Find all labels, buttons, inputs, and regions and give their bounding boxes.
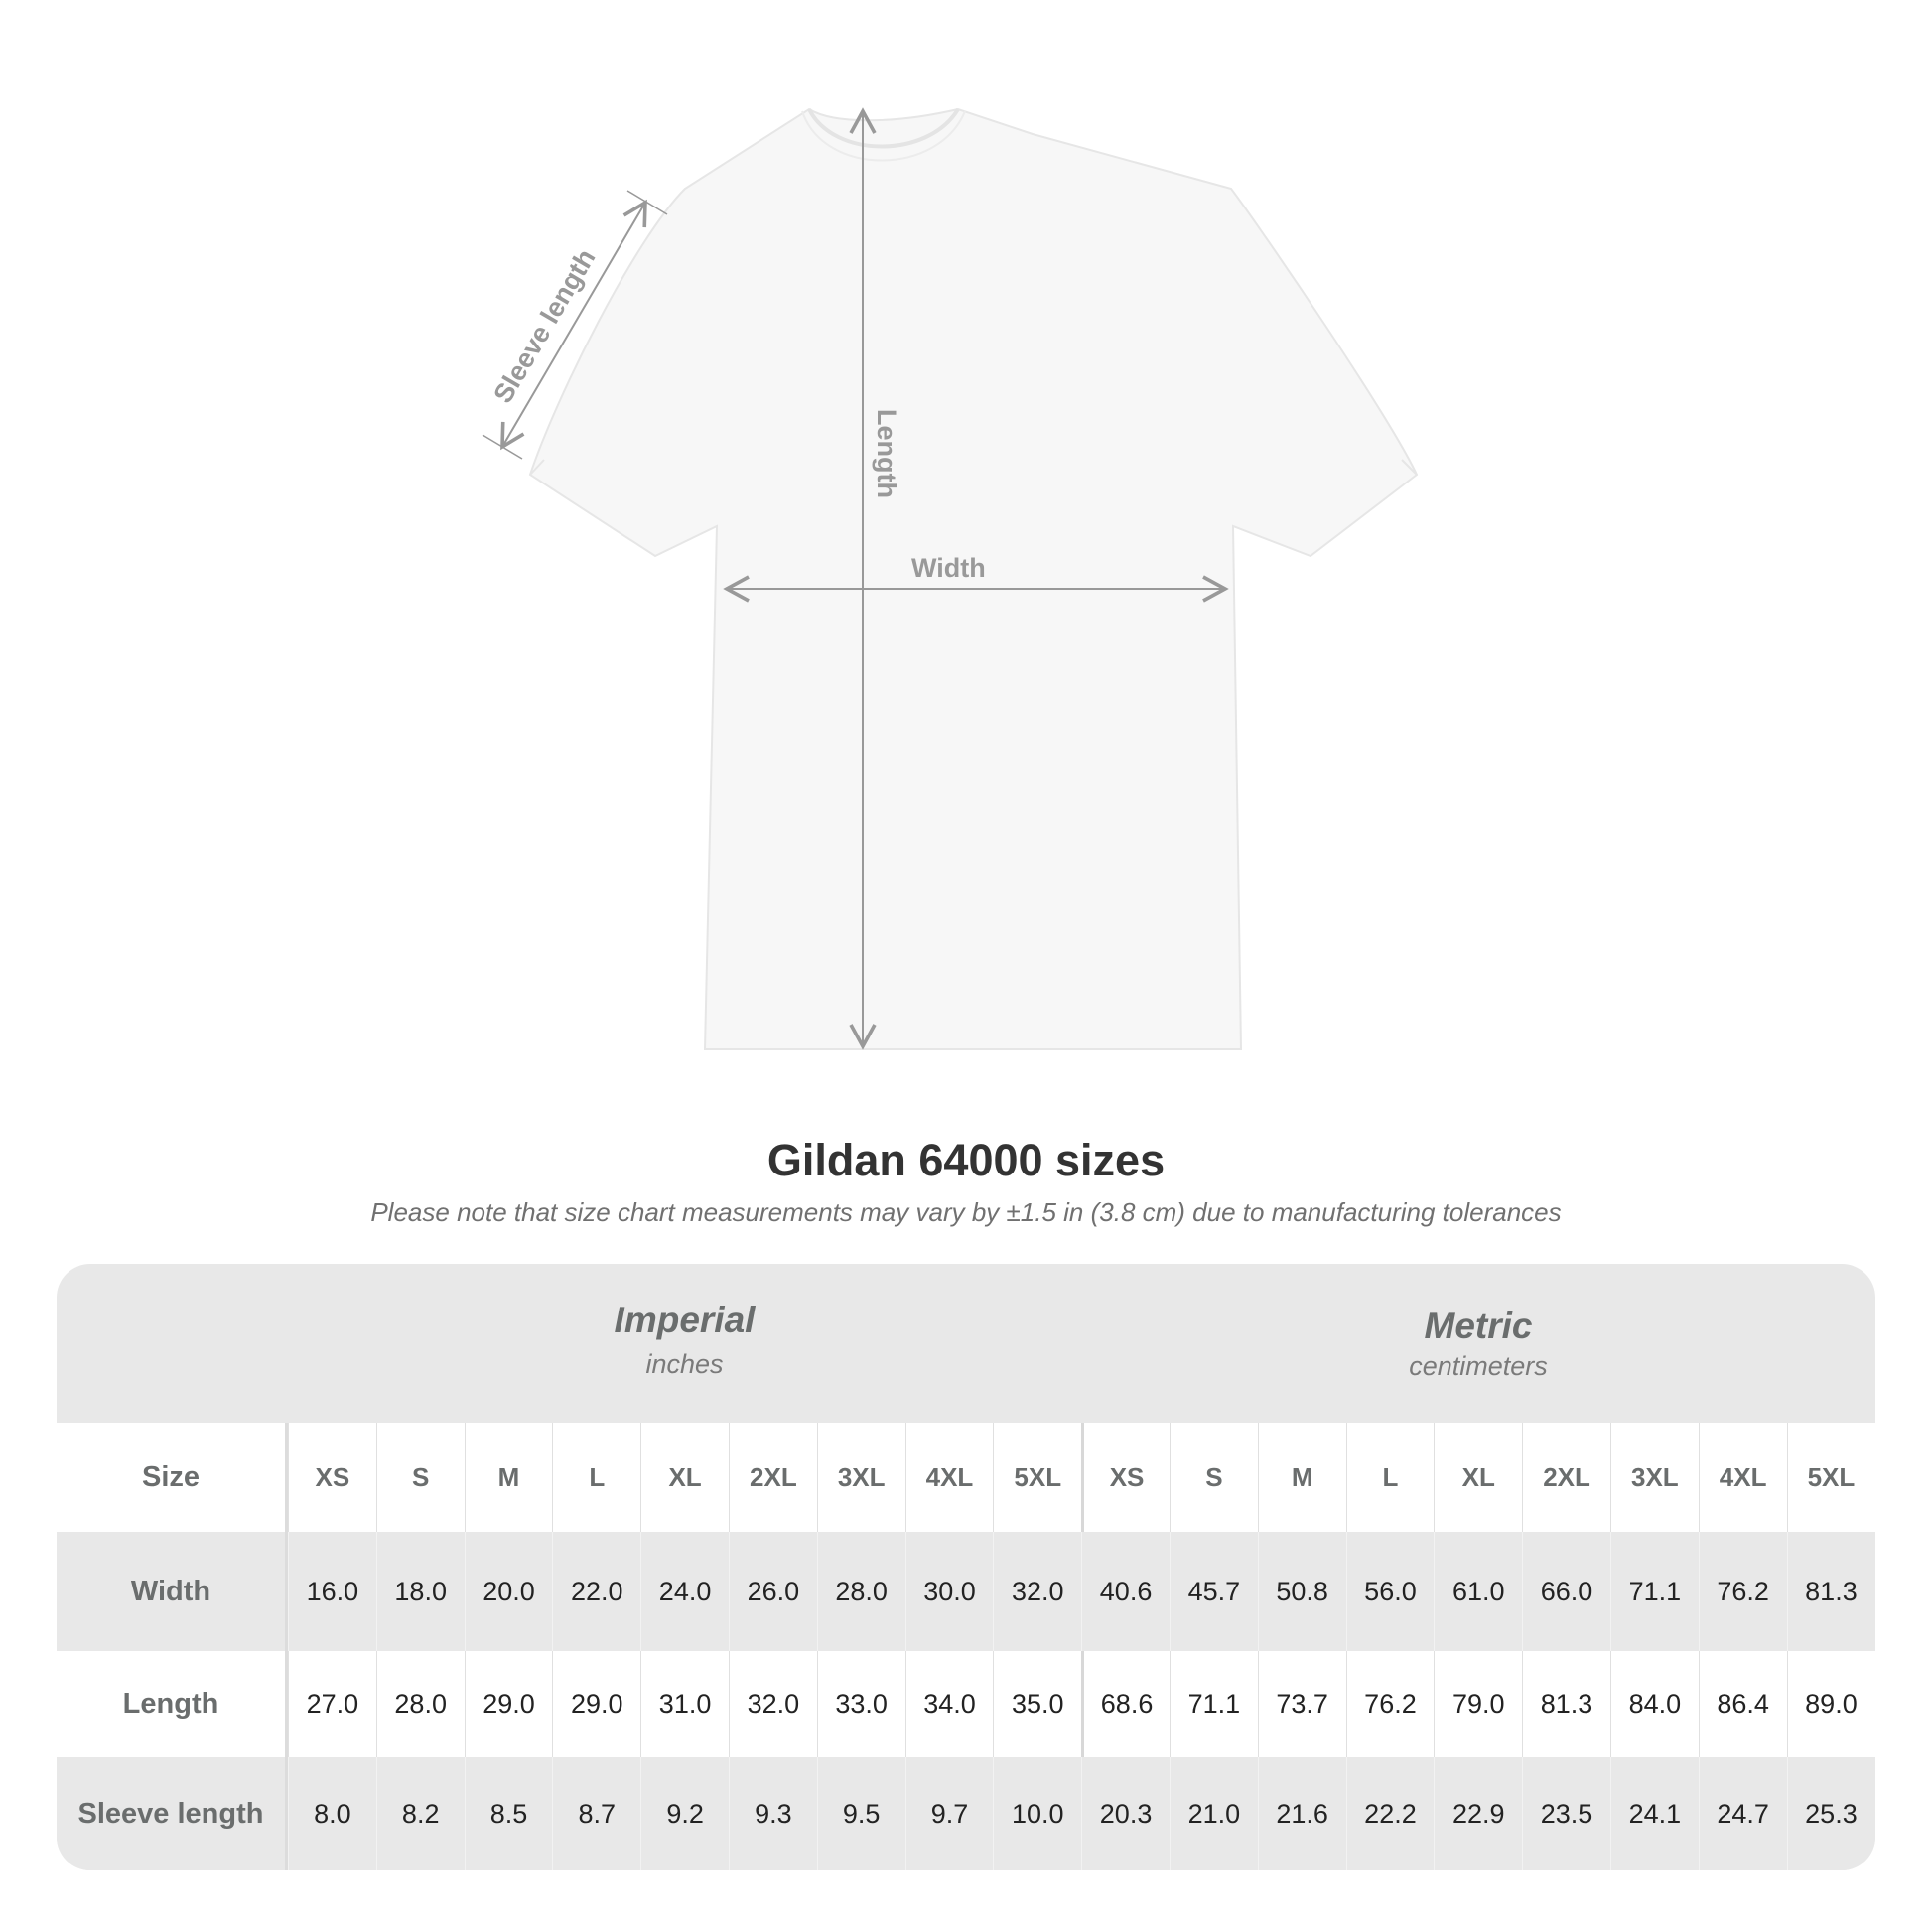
metric-value-cell: 81.3 xyxy=(1786,1532,1875,1651)
imperial-value-cell: 20.0 xyxy=(464,1532,553,1651)
metric-value-cell: 79.0 xyxy=(1434,1651,1522,1757)
imperial-size-header: XL xyxy=(640,1423,729,1532)
size-header-row: Size XS S M L XL 2XL 3XL 4XL 5XL XS S M L XL 2XL 3XL 4XL 5… xyxy=(57,1423,1875,1532)
imperial-value-cell: 31.0 xyxy=(640,1651,729,1757)
metric-value-cell: 40.6 xyxy=(1081,1532,1170,1651)
imperial-value-cell: 8.2 xyxy=(375,1757,465,1870)
imperial-value-cell: 28.0 xyxy=(375,1651,465,1757)
imperial-size-header: 2XL xyxy=(728,1423,817,1532)
metric-value-cell: 71.1 xyxy=(1169,1651,1258,1757)
imperial-value-cell: 9.7 xyxy=(904,1757,994,1870)
metric-value-cell: 22.2 xyxy=(1345,1757,1435,1870)
imperial-value-cell: 29.0 xyxy=(464,1651,553,1757)
imperial-value-cell: 26.0 xyxy=(728,1532,817,1651)
metric-value-cell: 21.0 xyxy=(1169,1757,1258,1870)
imperial-value-cell: 33.0 xyxy=(816,1651,905,1757)
imperial-title: Imperial xyxy=(614,1300,756,1340)
imperial-value-cell: 8.0 xyxy=(288,1757,376,1870)
imperial-value-cell: 24.0 xyxy=(640,1532,729,1651)
imperial-value-cell: 9.3 xyxy=(728,1757,817,1870)
imperial-value-cell: 9.5 xyxy=(816,1757,905,1870)
metric-value-cell: 23.5 xyxy=(1522,1757,1610,1870)
imperial-value-cell: 8.5 xyxy=(464,1757,553,1870)
imperial-value-cell: 32.0 xyxy=(993,1532,1081,1651)
metric-value-cell: 73.7 xyxy=(1257,1651,1346,1757)
metric-header: Metric centimeters xyxy=(1081,1264,1875,1423)
width-label: Width xyxy=(911,553,986,583)
metric-size-header: 3XL xyxy=(1609,1423,1699,1532)
row-label: Size xyxy=(57,1423,288,1532)
table-row: Length 27.0 28.0 29.0 29.0 31.0 32.0 33.0 34.0 35… xyxy=(57,1651,1875,1757)
imperial-size-header: 5XL xyxy=(993,1423,1081,1532)
size-table: Imperial inches Metric centimeters Size X… xyxy=(57,1264,1875,1870)
imperial-header: Imperial inches xyxy=(288,1264,1081,1423)
metric-value-cell: 24.1 xyxy=(1609,1757,1699,1870)
metric-size-header: XS xyxy=(1081,1423,1170,1532)
metric-value-cell: 45.7 xyxy=(1169,1532,1258,1651)
metric-value-cell: 56.0 xyxy=(1345,1532,1435,1651)
metric-size-header: M xyxy=(1257,1423,1346,1532)
metric-value-cell: 84.0 xyxy=(1609,1651,1699,1757)
imperial-value-cell: 30.0 xyxy=(904,1532,994,1651)
imperial-size-header: 4XL xyxy=(904,1423,994,1532)
imperial-value-cell: 9.2 xyxy=(640,1757,729,1870)
metric-value-cell: 76.2 xyxy=(1345,1651,1435,1757)
metric-size-header: 2XL xyxy=(1522,1423,1610,1532)
table-row: Sleeve length 8.0 8.2 8.5 8.7 9.2 9.3 9.5 9.7 10.… xyxy=(57,1757,1875,1870)
imperial-value-cell: 16.0 xyxy=(288,1532,376,1651)
imperial-size-header: 3XL xyxy=(816,1423,905,1532)
metric-value-cell: 24.7 xyxy=(1698,1757,1787,1870)
imperial-value-cell: 28.0 xyxy=(816,1532,905,1651)
imperial-unit: inches xyxy=(645,1349,724,1379)
imperial-value-cell: 8.7 xyxy=(552,1757,640,1870)
row-label: Width xyxy=(57,1532,288,1651)
imperial-value-cell: 35.0 xyxy=(993,1651,1081,1757)
metric-value-cell: 68.6 xyxy=(1081,1651,1170,1757)
sleeve-arrow xyxy=(500,199,647,451)
metric-value-cell: 66.0 xyxy=(1522,1532,1610,1651)
length-label: Length xyxy=(872,409,901,498)
metric-value-cell: 22.9 xyxy=(1434,1757,1522,1870)
metric-value-cell: 71.1 xyxy=(1609,1532,1699,1651)
imperial-value-cell: 10.0 xyxy=(993,1757,1081,1870)
metric-unit: centimeters xyxy=(1409,1351,1548,1381)
imperial-value-cell: 34.0 xyxy=(904,1651,994,1757)
metric-value-cell: 86.4 xyxy=(1698,1651,1787,1757)
metric-size-header: L xyxy=(1345,1423,1435,1532)
metric-value-cell: 89.0 xyxy=(1786,1651,1875,1757)
metric-value-cell: 76.2 xyxy=(1698,1532,1787,1651)
metric-size-header: XL xyxy=(1434,1423,1522,1532)
imperial-value-cell: 18.0 xyxy=(375,1532,465,1651)
metric-value-cell: 20.3 xyxy=(1081,1757,1170,1870)
metric-value-cell: 61.0 xyxy=(1434,1532,1522,1651)
metric-value-cell: 81.3 xyxy=(1522,1651,1610,1757)
imperial-value-cell: 29.0 xyxy=(552,1651,640,1757)
metric-value-cell: 21.6 xyxy=(1257,1757,1346,1870)
row-label: Length xyxy=(57,1651,288,1757)
imperial-size-header: M xyxy=(464,1423,553,1532)
imperial-size-header: S xyxy=(375,1423,465,1532)
imperial-size-header: L xyxy=(552,1423,640,1532)
metric-size-header: 5XL xyxy=(1786,1423,1875,1532)
metric-value-cell: 25.3 xyxy=(1786,1757,1875,1870)
imperial-value-cell: 22.0 xyxy=(552,1532,640,1651)
row-label: Sleeve length xyxy=(57,1757,288,1870)
metric-size-header: S xyxy=(1169,1423,1258,1532)
imperial-value-cell: 32.0 xyxy=(728,1651,817,1757)
page-title: Gildan 64000 sizes xyxy=(766,1135,1166,1185)
t-shirt-diagram: Length Width Sleeve length xyxy=(482,107,1419,1050)
imperial-size-header: XS xyxy=(288,1423,376,1532)
metric-value-cell: 50.8 xyxy=(1257,1532,1346,1651)
imperial-value-cell: 27.0 xyxy=(288,1651,376,1757)
metric-title: Metric xyxy=(1424,1306,1533,1346)
tolerance-note: Please note that size chart measurements… xyxy=(370,1197,1562,1227)
metric-size-header: 4XL xyxy=(1698,1423,1787,1532)
table-row: Width 16.0 18.0 20.0 22.0 24.0 26.0 28.0 30.0 32.… xyxy=(57,1532,1875,1651)
